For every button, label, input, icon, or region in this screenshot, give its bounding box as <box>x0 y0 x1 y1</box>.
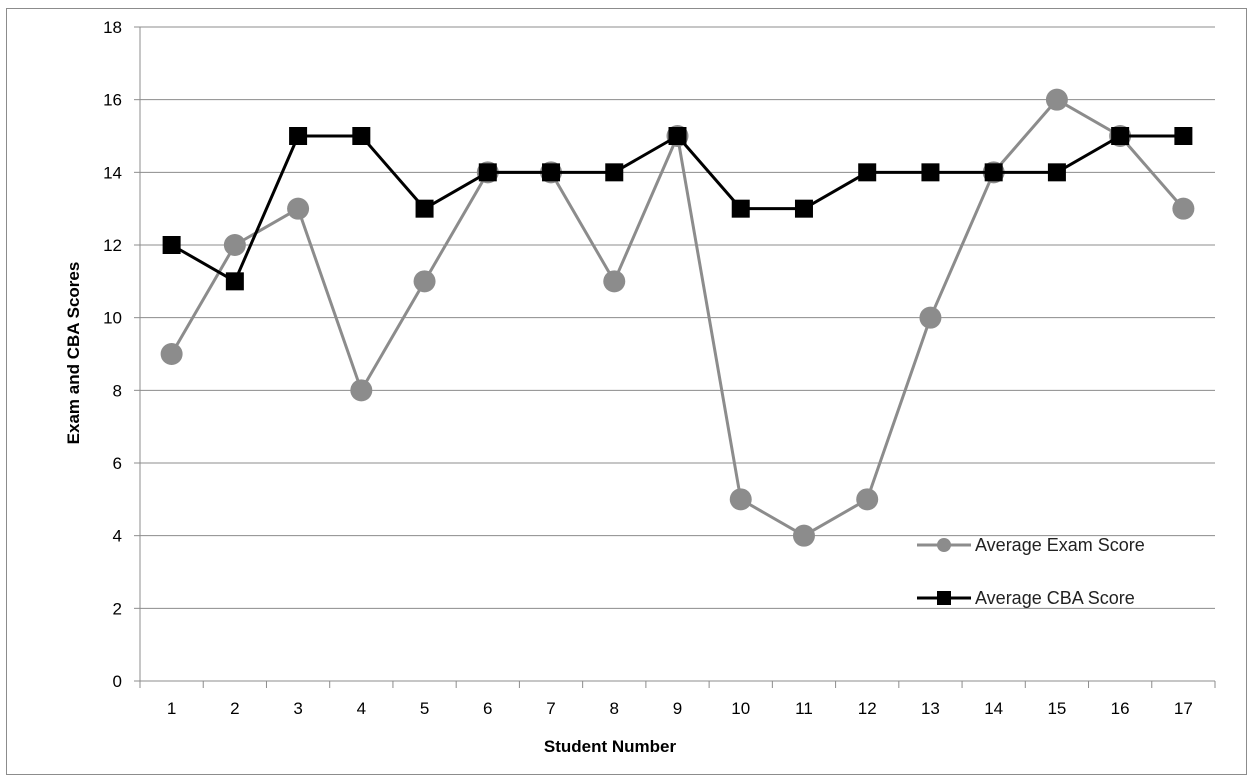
x-tick-label: 13 <box>921 699 940 718</box>
data-point <box>792 524 815 547</box>
y-tick-label: 10 <box>103 309 122 328</box>
gridlines <box>140 26 1215 609</box>
y-axis-title: Exam and CBA Scores <box>64 262 83 445</box>
data-point <box>289 127 308 145</box>
data-point <box>352 127 371 145</box>
data-point <box>1174 127 1193 145</box>
x-tick-label: 4 <box>357 699 366 718</box>
y-tick-label: 2 <box>113 599 122 618</box>
data-point <box>731 199 750 218</box>
x-tick-label: 14 <box>984 699 1003 718</box>
legend-marker <box>937 591 951 605</box>
x-tick-labels: 1 2 3 4 5 6 7 8 9 10 11 12 13 14 15 16 17 <box>167 699 1193 718</box>
data-point <box>223 234 246 256</box>
x-tick-label: 11 <box>795 699 813 718</box>
y-tick-label: 12 <box>103 236 122 255</box>
y-tick-label: 16 <box>103 91 122 110</box>
x-tick-label: 10 <box>731 699 750 718</box>
legend-item-2: Average CBA Score <box>917 588 1135 608</box>
y-tick-label: 4 <box>113 527 122 546</box>
x-axis-title: Student Number <box>544 737 677 756</box>
data-point <box>160 343 183 365</box>
x-tick-label: 9 <box>673 699 682 718</box>
x-tick-label: 7 <box>546 699 555 718</box>
data-point <box>287 197 310 220</box>
data-point <box>856 488 879 511</box>
x-tick-label: 5 <box>420 699 429 718</box>
x-tick-label: 2 <box>230 699 239 718</box>
y-tick-labels: 0 2 4 6 8 10 12 14 16 18 <box>103 18 122 691</box>
y-tick-label: 0 <box>113 672 122 691</box>
x-tick-label: 8 <box>610 699 619 718</box>
data-point <box>542 163 561 182</box>
axes <box>134 26 1216 688</box>
data-point <box>1111 127 1130 145</box>
x-tick-label: 6 <box>483 699 492 718</box>
data-point <box>415 199 434 218</box>
legend-label: Average CBA Score <box>975 588 1135 608</box>
data-point <box>605 163 624 182</box>
data-point <box>729 488 752 511</box>
y-tick-label: 18 <box>103 18 122 37</box>
series-line <box>170 134 1184 283</box>
chart-frame <box>6 8 1247 775</box>
legend-item-1: Average Exam Score <box>917 535 1145 555</box>
data-point <box>603 270 626 293</box>
data-point <box>225 272 244 291</box>
data-point <box>350 379 373 402</box>
x-tick-label: 16 <box>1111 699 1130 718</box>
data-point <box>413 270 436 293</box>
data-point <box>984 163 1003 182</box>
x-tick-label: 1 <box>167 699 176 718</box>
x-tick-label: 3 <box>293 699 302 718</box>
y-tick-label: 6 <box>113 454 122 473</box>
legend-label: Average Exam Score <box>975 535 1145 555</box>
data-point <box>921 163 940 182</box>
data-point <box>478 163 497 182</box>
x-tick-label: 12 <box>858 699 877 718</box>
data-point <box>919 306 942 329</box>
data-point <box>162 236 181 254</box>
x-tick-label: 15 <box>1047 699 1066 718</box>
data-point <box>1047 163 1066 182</box>
series-2 <box>162 127 1193 291</box>
data-point <box>1172 197 1195 220</box>
legend-marker <box>937 538 951 552</box>
series-layer <box>160 88 1195 547</box>
data-point <box>1045 88 1068 111</box>
y-tick-label: 8 <box>113 381 122 400</box>
data-point <box>858 163 877 182</box>
legend: Average Exam Score Average CBA Score <box>917 535 1145 608</box>
y-tick-label: 14 <box>103 163 122 182</box>
data-point <box>794 199 813 218</box>
x-tick-label: 17 <box>1174 699 1193 718</box>
data-point <box>668 127 687 145</box>
